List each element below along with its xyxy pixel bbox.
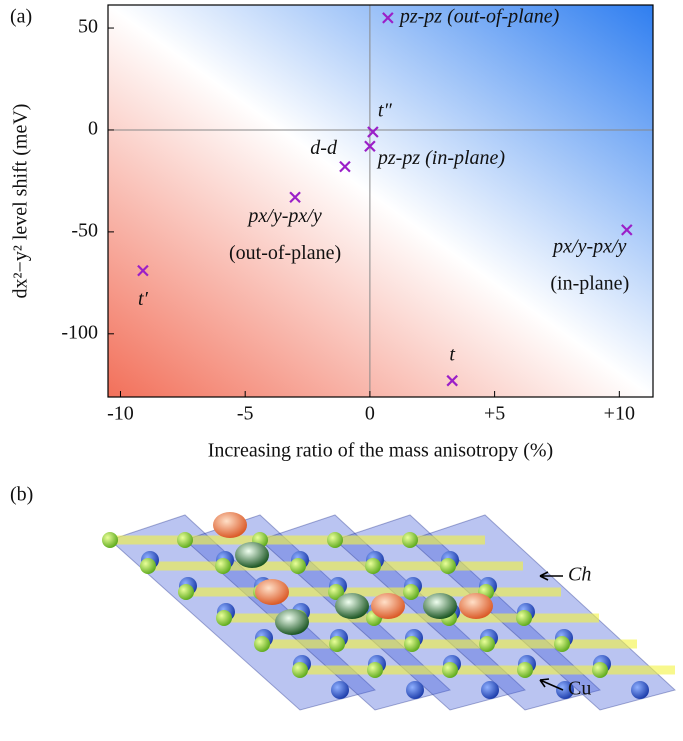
cu-atom: [481, 681, 499, 699]
orbital: [275, 609, 309, 635]
cu-atom: [556, 681, 574, 699]
cu-atom: [631, 681, 649, 699]
orbital: [213, 512, 247, 538]
x-tick-label: +5: [484, 403, 505, 425]
point-label: pz-pz (in-plane): [376, 147, 506, 169]
point-label: (out-of-plane): [229, 242, 341, 264]
ch-atom: [177, 532, 193, 548]
point-label: pz-pz (out-of-plane): [398, 5, 560, 27]
ch-atom: [140, 558, 156, 574]
point-label: t′: [138, 288, 149, 310]
ch-atom: [442, 662, 458, 678]
point: [364, 140, 376, 153]
ch-atom: [292, 662, 308, 678]
orbital: [255, 579, 289, 605]
ch-atom: [329, 636, 345, 652]
point-label: t″: [378, 100, 393, 122]
ch-atom: [402, 532, 418, 548]
x-tick-label: -10: [107, 403, 134, 425]
point: [289, 191, 301, 204]
ch-atom: [367, 662, 383, 678]
atom-label: Ch: [568, 564, 591, 586]
orbital: [335, 593, 369, 619]
point: [137, 264, 149, 277]
panel-label: (a): [10, 6, 32, 28]
ch-atom: [365, 558, 381, 574]
orbital: [235, 542, 269, 568]
ch-atom: [403, 584, 419, 600]
arrow: [539, 678, 564, 691]
orbital: [459, 593, 493, 619]
point: [621, 224, 633, 236]
ch-atom: [517, 662, 533, 678]
point: [367, 126, 379, 138]
point-label: px/y-px/y: [551, 235, 626, 257]
cu-atom: [406, 681, 424, 699]
cu-atom: [331, 681, 349, 699]
x-axis-label: Increasing ratio of the mass anisotropy …: [208, 440, 553, 462]
y-tick-label: 50: [78, 16, 98, 38]
plot-frame: [107, 4, 654, 398]
ch-atom: [290, 558, 306, 574]
x-tick-label: +10: [604, 403, 635, 425]
ch-atom: [404, 636, 420, 652]
point: [382, 12, 394, 24]
y-axis-label: dx²−y² level shift (meV): [10, 104, 32, 299]
crystal-structure: [102, 512, 677, 711]
y-tick-label: -100: [61, 321, 98, 343]
x-tick-label: -5: [237, 403, 254, 425]
point-label: px/y-px/y: [246, 205, 321, 227]
ch-atom: [215, 558, 231, 574]
y-tick-label: 0: [88, 118, 98, 140]
ch-atom: [102, 532, 118, 548]
ch-atom: [327, 532, 343, 548]
point-label: d-d: [310, 137, 338, 159]
plot-background: [108, 5, 653, 397]
ch-atom: [254, 636, 270, 652]
panel-label: (b): [10, 484, 33, 506]
orbital: [371, 593, 405, 619]
ch-atom: [592, 662, 608, 678]
ch-atom: [554, 636, 570, 652]
point: [339, 160, 351, 173]
atom-label: Cu: [568, 678, 591, 700]
arrow: [539, 571, 563, 581]
ch-atom: [328, 584, 344, 600]
ch-atom: [178, 584, 194, 600]
ch-atom: [516, 610, 532, 626]
point: [446, 374, 458, 387]
ch-atom: [216, 610, 232, 626]
point-label: (in-plane): [550, 272, 629, 294]
x-tick-label: 0: [365, 403, 375, 425]
ch-atom: [479, 636, 495, 652]
y-tick-label: -50: [71, 219, 98, 241]
ch-atom: [440, 558, 456, 574]
point-label: t: [449, 343, 455, 365]
orbital: [423, 593, 457, 619]
